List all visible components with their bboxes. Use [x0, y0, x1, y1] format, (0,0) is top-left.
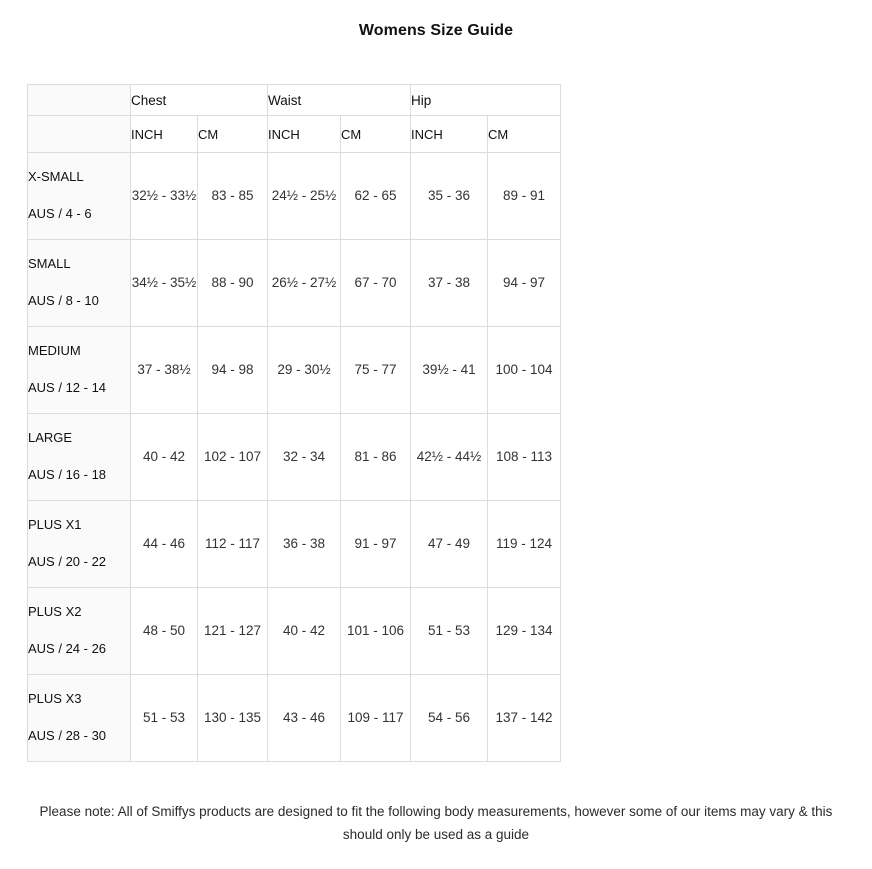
table-row: SMALL AUS / 8 - 10 34½ - 35½ 88 - 90 26½…: [27, 239, 562, 327]
cell-waist-inch: 24½ - 25½: [267, 152, 341, 240]
cell-hip-cm: 94 - 97: [486, 239, 562, 327]
unit-header-hip-cm: CM: [486, 115, 562, 153]
size-name: PLUS X2: [28, 604, 82, 620]
cell-hip-inch: 54 - 56: [410, 674, 488, 762]
row-label-small: SMALL AUS / 8 - 10: [27, 239, 131, 327]
table-row: PLUS X2 AUS / 24 - 26 48 - 50 121 - 127 …: [27, 587, 562, 675]
size-name: X-SMALL: [28, 169, 84, 185]
cell-hip-inch: 42½ - 44½: [410, 413, 488, 501]
unit-header-chest-inch: INCH: [130, 115, 198, 153]
unit-header-waist-cm: CM: [340, 115, 411, 153]
table-row: PLUS X3 AUS / 28 - 30 51 - 53 130 - 135 …: [27, 674, 562, 762]
table-row: MEDIUM AUS / 12 - 14 37 - 38½ 94 - 98 29…: [27, 326, 562, 414]
unit-header-hip-inch: INCH: [410, 115, 488, 153]
cell-hip-cm: 119 - 124: [486, 500, 562, 588]
cell-chest-cm: 83 - 85: [197, 152, 268, 240]
size-name: SMALL: [28, 256, 71, 272]
cell-waist-cm: 67 - 70: [340, 239, 411, 327]
cell-hip-inch: 35 - 36: [410, 152, 488, 240]
row-label-plus-x1: PLUS X1 AUS / 20 - 22: [27, 500, 131, 588]
cell-hip-cm: 137 - 142: [486, 674, 562, 762]
cell-hip-cm: 129 - 134: [486, 587, 562, 675]
table-corner-cell-lower: [27, 115, 131, 153]
size-name: LARGE: [28, 430, 73, 446]
cell-waist-cm: 75 - 77: [340, 326, 411, 414]
cell-waist-inch: 43 - 46: [267, 674, 341, 762]
cell-hip-inch: 51 - 53: [410, 587, 488, 675]
aus-size: AUS / 4 - 6: [28, 206, 92, 221]
aus-size: AUS / 28 - 30: [28, 728, 107, 743]
cell-chest-inch: 51 - 53: [130, 674, 198, 762]
cell-chest-inch: 44 - 46: [130, 500, 198, 588]
size-name: PLUS X1: [28, 517, 82, 533]
cell-waist-cm: 91 - 97: [340, 500, 411, 588]
table-header: Chest Waist Hip INCH CM INCH CM INCH CM: [27, 84, 562, 153]
aus-size: AUS / 16 - 18: [28, 467, 107, 482]
cell-hip-cm: 89 - 91: [486, 152, 562, 240]
aus-size: AUS / 12 - 14: [28, 380, 107, 395]
cell-chest-cm: 88 - 90: [197, 239, 268, 327]
table-row: PLUS X1 AUS / 20 - 22 44 - 46 112 - 117 …: [27, 500, 562, 588]
column-group-waist: Waist: [267, 84, 411, 116]
table-corner-cell: [27, 84, 131, 116]
cell-waist-cm: 81 - 86: [340, 413, 411, 501]
row-label-plus-x3: PLUS X3 AUS / 28 - 30: [27, 674, 131, 762]
cell-waist-inch: 36 - 38: [267, 500, 341, 588]
disclaimer-note: Please note: All of Smiffys products are…: [39, 804, 833, 843]
cell-waist-cm: 109 - 117: [340, 674, 411, 762]
row-label-x-small: X-SMALL AUS / 4 - 6: [27, 152, 131, 240]
cell-waist-cm: 62 - 65: [340, 152, 411, 240]
cell-chest-inch: 32½ - 33½: [130, 152, 198, 240]
size-name: MEDIUM: [28, 343, 81, 359]
aus-size: AUS / 20 - 22: [28, 554, 107, 569]
size-guide-table: Chest Waist Hip INCH CM INCH CM INCH CM …: [27, 84, 562, 762]
cell-chest-inch: 34½ - 35½: [130, 239, 198, 327]
cell-hip-inch: 47 - 49: [410, 500, 488, 588]
table-body: X-SMALL AUS / 4 - 6 32½ - 33½ 83 - 85 24…: [27, 152, 562, 762]
cell-hip-cm: 100 - 104: [486, 326, 562, 414]
size-name: PLUS X3: [28, 691, 82, 707]
cell-waist-inch: 32 - 34: [267, 413, 341, 501]
cell-waist-inch: 26½ - 27½: [267, 239, 341, 327]
table-row: X-SMALL AUS / 4 - 6 32½ - 33½ 83 - 85 24…: [27, 152, 562, 240]
unit-header-chest-cm: CM: [197, 115, 268, 153]
cell-chest-inch: 48 - 50: [130, 587, 198, 675]
cell-chest-cm: 112 - 117: [197, 500, 268, 588]
cell-chest-cm: 102 - 107: [197, 413, 268, 501]
cell-chest-cm: 121 - 127: [197, 587, 268, 675]
cell-chest-cm: 130 - 135: [197, 674, 268, 762]
cell-hip-inch: 37 - 38: [410, 239, 488, 327]
unit-header-waist-inch: INCH: [267, 115, 341, 153]
column-group-chest: Chest: [130, 84, 268, 116]
column-group-hip: Hip: [409, 84, 562, 116]
row-label-medium: MEDIUM AUS / 12 - 14: [27, 326, 131, 414]
row-label-plus-x2: PLUS X2 AUS / 24 - 26: [27, 587, 131, 675]
page-title: Womens Size Guide: [358, 22, 514, 39]
cell-hip-cm: 108 - 113: [486, 413, 562, 501]
group-header-row: Chest Waist Hip: [27, 84, 562, 116]
cell-chest-cm: 94 - 98: [197, 326, 268, 414]
aus-size: AUS / 8 - 10: [28, 293, 99, 308]
row-label-large: LARGE AUS / 16 - 18: [27, 413, 131, 501]
aus-size: AUS / 24 - 26: [28, 641, 107, 656]
unit-header-row: INCH CM INCH CM INCH CM: [27, 115, 562, 153]
cell-chest-inch: 37 - 38½: [130, 326, 198, 414]
cell-waist-inch: 40 - 42: [267, 587, 341, 675]
cell-chest-inch: 40 - 42: [130, 413, 198, 501]
cell-waist-inch: 29 - 30½: [267, 326, 341, 414]
cell-hip-inch: 39½ - 41: [410, 326, 488, 414]
table-row: LARGE AUS / 16 - 18 40 - 42 102 - 107 32…: [27, 413, 562, 501]
cell-waist-cm: 101 - 106: [340, 587, 411, 675]
